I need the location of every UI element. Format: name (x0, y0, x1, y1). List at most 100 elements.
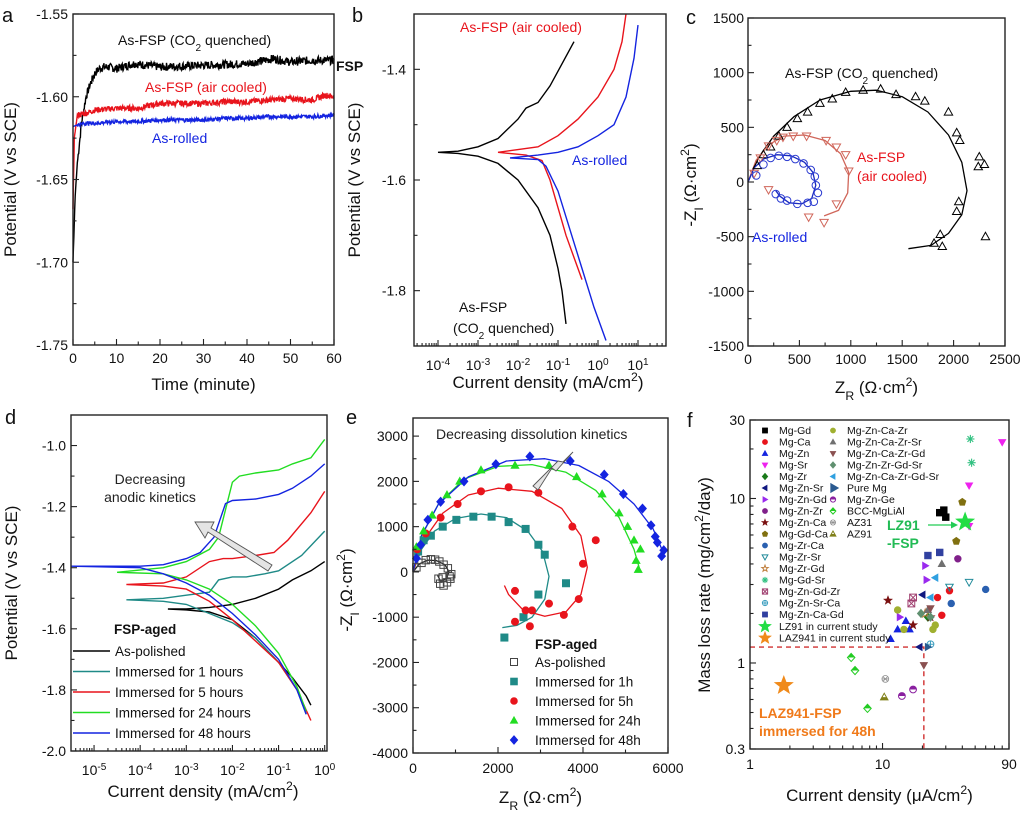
data-point-as-fsp-co2-quenched- (943, 106, 954, 116)
data-point-mg-zn-ge (897, 692, 906, 700)
data-point-immersed-for-5h (578, 559, 587, 568)
data-point-as-fsp-co2-quenched- (840, 86, 851, 96)
x-tick-label: 2000 (482, 760, 513, 776)
data-point-immersed-for-48h (565, 455, 575, 467)
data-point-as-polished (435, 557, 444, 566)
y-axis-label: Potential (V vs SCE) (1, 102, 20, 257)
y-tick-label: -1.75 (36, 337, 68, 353)
data-point-immersed-for-48h (436, 496, 446, 507)
y-tick-label: -1.60 (36, 89, 68, 105)
annotation-co2-quenched: (CO2 quenched) (453, 320, 554, 342)
data-point-immersed-for-24h (631, 555, 641, 564)
half-fill (830, 507, 836, 511)
x-tick-label: 50 (283, 350, 299, 366)
x-tick-label: 500 (788, 351, 812, 367)
annotation-as-rolled: As-rolled (752, 229, 807, 245)
panel-d: d 10-5 10-4 10-3 10-2 10-1 100 -1.0 -1.2 -1.4 -1.6… (2, 407, 336, 801)
data-point-bcc-mglial (863, 703, 872, 714)
legend-label: Mg-Zn-Gd (779, 494, 827, 506)
asterisk-stroke (967, 435, 974, 443)
fit-line-4 (412, 458, 665, 573)
legend-label: Mg-Zr (779, 471, 807, 483)
data-point-as-fsp-co2-quenched- (792, 113, 803, 123)
legend-marker (829, 496, 837, 503)
legend-marker (761, 449, 769, 456)
legend-marker (761, 462, 769, 469)
legend-marker (829, 461, 837, 469)
data-point-as-fsp-co2-quenched- (951, 206, 962, 216)
data-point-as-rolled (806, 165, 816, 175)
y-tick-label: -3000 (372, 700, 408, 716)
y-tick-label: -1.0 (42, 438, 66, 454)
data-point-immersed-for-5h (591, 536, 600, 545)
legend-marker (761, 472, 769, 481)
legend-label: BCC-MgLiAl (847, 506, 905, 518)
data-point-laz941-in-current-study (773, 674, 794, 695)
x-axis-label: Current density (μA/cm2) (786, 783, 973, 805)
data-point-as-fsp-co2-quenched- (875, 83, 886, 93)
data-point-as-polished (436, 579, 445, 588)
data-point-immersed-for-1h (540, 550, 549, 559)
x-tick-label: 0 (409, 760, 417, 776)
square-outline (909, 593, 917, 602)
data-point-immersed-for-1h (504, 518, 513, 527)
data-point-mg-zn-ca-zr-sr (937, 559, 947, 567)
legend-label: Immersed for 5h (535, 694, 633, 709)
annotation-laz941-fsp: LAZ941-FSP (759, 705, 841, 721)
half-fill (851, 666, 859, 671)
y-tick-label: -1500 (708, 338, 744, 354)
legend-label: Pure Mg (847, 483, 887, 495)
legend-marker (829, 473, 836, 480)
data-point-mg-zn (905, 624, 914, 633)
x-tick-label: 100 (314, 762, 336, 779)
panel-a: a 0 10 20 30 40 50 60 -1.55 -1.60 -1.65 -1.70 -1.75 T… (1, 5, 363, 394)
x-tick-label: 10-1 (546, 357, 571, 374)
data-point-immersed-for-48h (423, 514, 433, 525)
y-tick-label: -1.8 (382, 283, 406, 299)
data-point-immersed-for-5h (544, 599, 553, 608)
y-tick-label: -2.0 (42, 743, 66, 759)
data-point-as-rolled (811, 180, 821, 190)
y-tick-label: -4000 (372, 745, 408, 761)
x-cross (762, 588, 768, 595)
data-point-as-fsp-co2-quenched- (890, 89, 902, 99)
annotation-air-cooled: As-FSP (air cooled) (145, 79, 267, 95)
legend-marker (830, 427, 836, 434)
data-point-immersed-for-5h (510, 586, 519, 595)
data-point-mg-gd-sr (966, 434, 975, 444)
data-point-as-rolled (790, 154, 800, 164)
data-point-as-polished (417, 558, 426, 568)
x-tick-label: 10 (875, 756, 891, 772)
data-point-immersed-for-1h (487, 512, 496, 521)
annotation-co2-quenched: As-FSP (CO2 quenched) (785, 65, 938, 87)
legend-label: Immersed for 48h (535, 733, 641, 748)
data-point-as-fsp-co2-quenched- (765, 141, 776, 151)
x-axis-label: Current density (mA/cm2) (107, 779, 298, 801)
data-point-immersed-for-5h (510, 617, 519, 626)
x-tick-label: 101 (627, 357, 649, 374)
legend-label: Mg-Zn-Zr-Gd-Sr (847, 460, 923, 472)
x-axis-label: Current density (mA/cm2) (452, 370, 643, 392)
series-line-as-fsp-co2-quenched- (72, 53, 335, 263)
legend-marker (510, 677, 518, 686)
x-axis-label: ZR (Ω·cm2) (835, 375, 918, 403)
data-point-as-rolled (813, 188, 823, 198)
data-point-as-fsp-air-cooled- (831, 143, 842, 153)
y-tick-label: -1.8 (42, 682, 66, 698)
y-tick-label: -1.55 (36, 6, 68, 22)
hatch (830, 520, 836, 525)
data-point-immersed-for-1h (452, 515, 461, 524)
data-point-as-fsp-air-cooled- (821, 136, 832, 146)
data-point-as-rolled (809, 197, 819, 206)
legend-label: Mg-Zn-Gd-Zr (779, 586, 841, 598)
data-point-as-fsp-air-cooled- (777, 133, 788, 143)
legend-label: AZ91 (847, 529, 872, 541)
x-cross (907, 599, 916, 608)
legend-label: Immersed for 1h (535, 675, 633, 690)
legend-label: Mg-Sr (779, 460, 808, 472)
series-line-as-fsp-air-cooled- (72, 91, 335, 210)
x-tick-label: 6000 (652, 760, 683, 776)
y-axis-label: -ZI (Ω·cm2) (334, 548, 362, 631)
annotation-air-cooled: As-FSP (air cooled) (460, 19, 582, 35)
x-tick-label: 40 (239, 350, 255, 366)
